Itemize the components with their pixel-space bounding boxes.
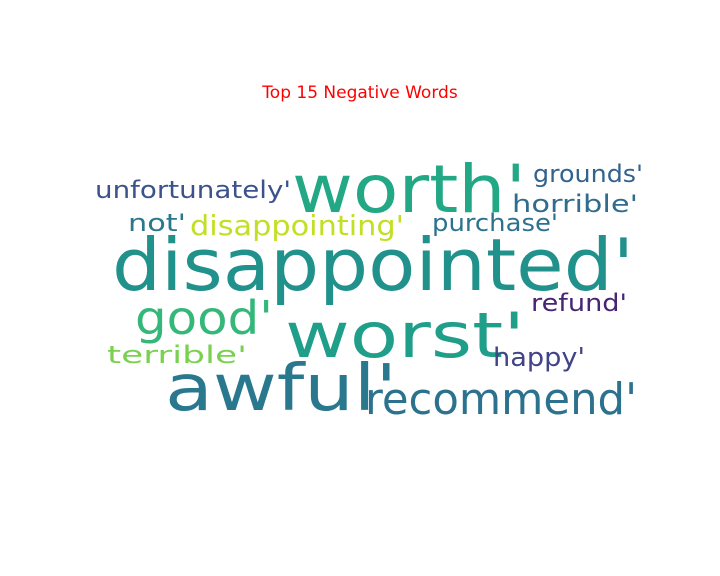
chart-title: Top 15 Negative Words [262, 83, 458, 103]
word-awful: awful' [165, 352, 397, 426]
word-happy: happy' [493, 343, 585, 373]
word-disappointing: disappointing' [190, 209, 404, 242]
word-good: good' [135, 291, 273, 345]
word-worth: worth' [292, 151, 526, 228]
word-not: not' [128, 209, 186, 237]
word-unfortunately: unfortunately' [95, 176, 291, 204]
word-terrible: terrible' [107, 341, 247, 369]
word-disappointed: disappointed' [112, 223, 634, 307]
word-purchase: purchase' [432, 209, 558, 237]
word-refund: refund' [531, 289, 627, 317]
word-horrible: horrible' [512, 190, 638, 218]
word-recommend: recommend' [365, 374, 637, 425]
word-grounds: grounds' [533, 160, 643, 188]
word-worst: worst' [285, 299, 525, 372]
